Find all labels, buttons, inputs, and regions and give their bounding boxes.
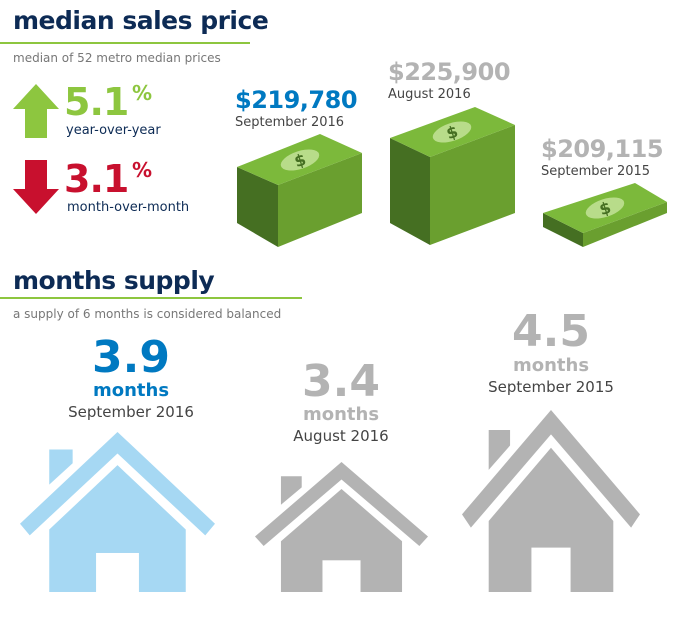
price-aug-2016: $225,900 — [388, 58, 511, 86]
svg-text:$: $ — [597, 198, 613, 220]
supply-title: months supply — [13, 266, 215, 295]
yoy-label: year-over-year — [66, 123, 161, 138]
supply-unit: months — [302, 404, 380, 425]
price-date-aug-2016: August 2016 — [388, 87, 471, 102]
supply-date: September 2015 — [488, 378, 614, 396]
supply-value-sep-2016: 3.9 — [92, 332, 170, 383]
svg-text:$: $ — [292, 150, 308, 172]
money-stack-icon: $ — [543, 183, 667, 247]
svg-text:$: $ — [444, 122, 460, 144]
supply-value-sep-2015: 4.5 — [512, 306, 590, 357]
money-stacks: $ $ $ — [237, 107, 667, 247]
sales-divider — [0, 42, 250, 44]
supply-date: August 2016 — [293, 427, 389, 445]
price-sep-2015: $209,115 — [541, 135, 664, 163]
mom-value: 3.1 — [64, 157, 129, 201]
arrow-up-icon — [13, 84, 59, 138]
supply-subtitle: a supply of 6 months is considered balan… — [13, 307, 282, 321]
supply-date: September 2016 — [68, 403, 194, 421]
money-stack-icon: $ — [237, 134, 362, 247]
yoy-unit: % — [132, 81, 153, 105]
yoy-value: 5.1 — [64, 80, 129, 124]
supply-value-aug-2016: 3.4 — [302, 356, 380, 407]
sales-title: median sales price — [13, 6, 269, 35]
arrow-down-icon — [13, 160, 59, 214]
house-icon — [462, 410, 640, 592]
price-date-sep-2015: September 2015 — [541, 164, 651, 179]
supply-divider — [0, 297, 302, 299]
money-stack-icon: $ — [390, 107, 515, 245]
price-date-sep-2016: September 2016 — [235, 115, 345, 130]
price-sep-2016: $219,780 — [235, 86, 358, 114]
mom-unit: % — [132, 158, 153, 182]
house-icon — [255, 462, 428, 592]
supply-unit: months — [512, 355, 590, 376]
supply-unit: months — [92, 380, 170, 401]
mom-label: month-over-month — [67, 200, 190, 215]
sales-subtitle: median of 52 metro median prices — [13, 51, 221, 65]
house-icon — [20, 432, 215, 592]
